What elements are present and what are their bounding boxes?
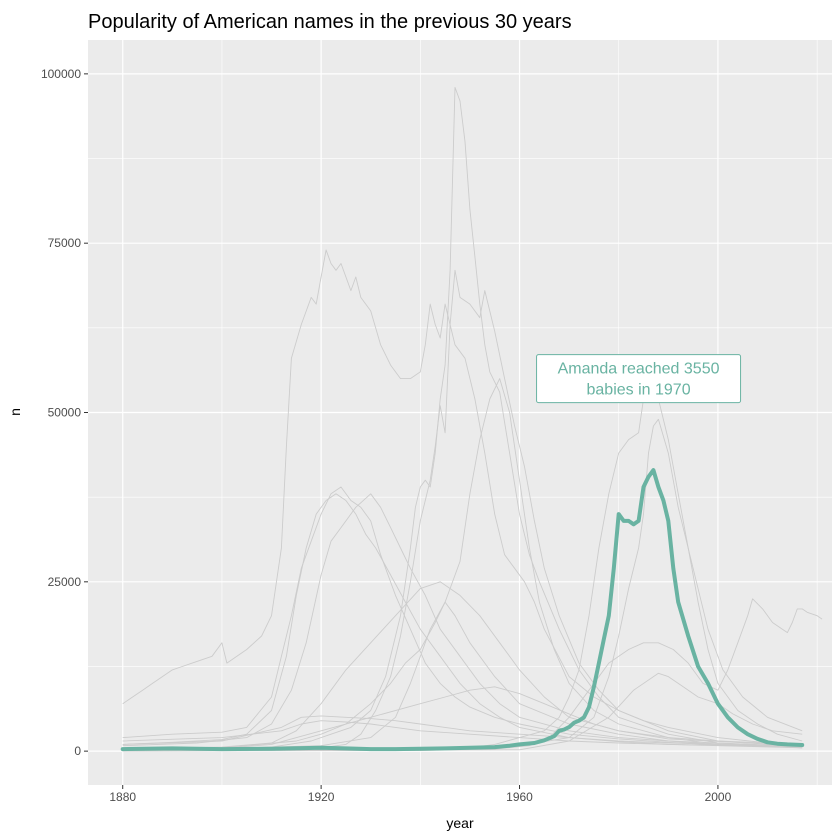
series-line bbox=[122, 601, 803, 751]
series-line bbox=[122, 378, 803, 751]
series-line bbox=[122, 598, 823, 752]
series-line bbox=[122, 581, 803, 750]
background-series bbox=[122, 86, 823, 752]
series-line bbox=[122, 418, 803, 752]
series-line-amanda bbox=[120, 468, 805, 752]
series-line bbox=[122, 269, 803, 751]
series-line bbox=[122, 384, 803, 752]
highlight-series bbox=[120, 468, 805, 752]
y-tick-label: 75000 bbox=[48, 236, 82, 250]
y-tick-label: 0 bbox=[74, 744, 81, 758]
series-line bbox=[122, 672, 803, 752]
series-line bbox=[122, 715, 803, 747]
x-tick-label: 2000 bbox=[705, 790, 732, 804]
chart-title: Popularity of American names in the prev… bbox=[88, 11, 572, 33]
annotation-line-1: Amanda reached 3550 bbox=[558, 361, 720, 378]
y-tick-label: 50000 bbox=[48, 406, 82, 420]
series-line bbox=[122, 486, 803, 748]
x-axis: 1880 1920 1960 2000 bbox=[109, 785, 732, 804]
x-tick-label: 1880 bbox=[109, 790, 136, 804]
x-tick-label: 1960 bbox=[506, 790, 533, 804]
series-line bbox=[122, 493, 803, 749]
series-line bbox=[122, 686, 803, 751]
x-axis-title: year bbox=[446, 815, 474, 831]
annotation: Amanda reached 3550 babies in 1970 bbox=[536, 354, 742, 404]
series-line bbox=[122, 249, 803, 746]
y-tick-label: 25000 bbox=[48, 575, 82, 589]
y-tick-label: 100000 bbox=[41, 67, 81, 81]
x-tick-label: 1920 bbox=[308, 790, 335, 804]
series-line bbox=[122, 86, 803, 751]
y-axis: 0 25000 50000 75000 100000 bbox=[41, 67, 88, 758]
y-axis-title: n bbox=[7, 408, 23, 416]
annotation-line-2: babies in 1970 bbox=[587, 382, 691, 399]
series-line bbox=[122, 720, 803, 747]
annotation-box bbox=[536, 354, 742, 404]
